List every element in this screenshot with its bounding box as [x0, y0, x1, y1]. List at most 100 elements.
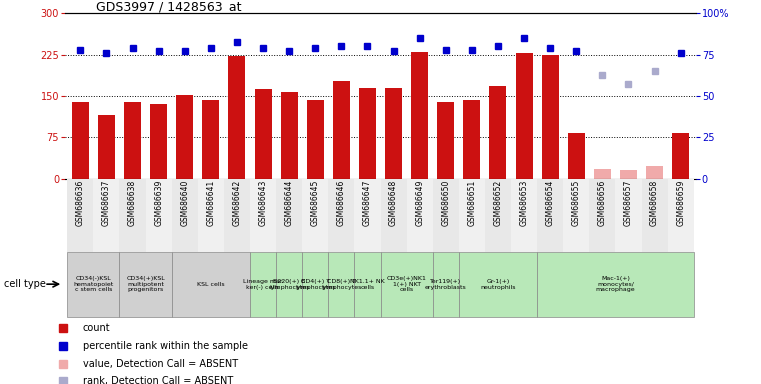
Bar: [124, 101, 141, 179]
Text: Lineage mar
ker(-) cells: Lineage mar ker(-) cells: [244, 279, 283, 290]
Bar: [459, 179, 485, 252]
Bar: [667, 179, 694, 252]
Text: GDS3997 / 1428563_at: GDS3997 / 1428563_at: [96, 0, 242, 13]
Bar: [433, 179, 459, 252]
Bar: [307, 100, 323, 179]
Text: GSM686658: GSM686658: [650, 180, 659, 226]
Bar: [333, 81, 350, 179]
Bar: [616, 179, 642, 252]
Bar: [406, 179, 433, 252]
Bar: [563, 179, 589, 252]
Text: GSM686639: GSM686639: [154, 180, 163, 227]
Bar: [620, 170, 637, 179]
Text: CD3e(+)NK1
1(+) NKT
cells: CD3e(+)NK1 1(+) NKT cells: [387, 276, 426, 293]
Bar: [594, 169, 611, 179]
Text: GSM686638: GSM686638: [128, 180, 137, 226]
Bar: [250, 179, 276, 252]
Bar: [255, 89, 272, 179]
Bar: [463, 100, 480, 179]
Bar: [276, 252, 302, 317]
Bar: [228, 56, 246, 179]
Bar: [542, 55, 559, 179]
Text: GSM686655: GSM686655: [572, 180, 581, 227]
Bar: [328, 179, 355, 252]
Text: CD4(+) T
lymphocytes: CD4(+) T lymphocytes: [295, 279, 336, 290]
Bar: [67, 179, 94, 252]
Bar: [119, 179, 145, 252]
Bar: [172, 179, 198, 252]
Bar: [281, 92, 298, 179]
Text: GSM686656: GSM686656: [598, 180, 607, 227]
Text: GSM686637: GSM686637: [102, 180, 111, 227]
Bar: [515, 53, 533, 179]
Bar: [72, 101, 89, 179]
Bar: [198, 179, 224, 252]
Text: GSM686644: GSM686644: [285, 180, 294, 227]
Text: GSM686651: GSM686651: [467, 180, 476, 226]
Bar: [433, 252, 459, 317]
Bar: [459, 252, 537, 317]
Bar: [94, 179, 119, 252]
Text: rank, Detection Call = ABSENT: rank, Detection Call = ABSENT: [83, 376, 233, 384]
Bar: [511, 179, 537, 252]
Bar: [177, 95, 193, 179]
Bar: [98, 115, 115, 179]
Bar: [150, 104, 167, 179]
Bar: [145, 179, 172, 252]
Text: CD34(-)KSL
hematopoiet
c stem cells: CD34(-)KSL hematopoiet c stem cells: [73, 276, 113, 293]
Text: GSM686653: GSM686653: [520, 180, 529, 227]
Text: count: count: [83, 323, 110, 333]
Bar: [589, 179, 616, 252]
Text: GSM686636: GSM686636: [76, 180, 84, 227]
Bar: [355, 179, 380, 252]
Bar: [489, 86, 506, 179]
Text: NK1.1+ NK
cells: NK1.1+ NK cells: [350, 279, 385, 290]
Bar: [355, 252, 380, 317]
Bar: [438, 101, 454, 179]
Text: GSM686649: GSM686649: [416, 180, 424, 227]
Bar: [537, 252, 694, 317]
Text: B220(+) B
lymphocytes: B220(+) B lymphocytes: [269, 279, 309, 290]
Text: GSM686645: GSM686645: [310, 180, 320, 227]
Text: Mac-1(+)
monocytes/
macrophage: Mac-1(+) monocytes/ macrophage: [596, 276, 635, 293]
Bar: [202, 100, 219, 179]
Bar: [172, 252, 250, 317]
Text: Ter119(+)
erythroblasts: Ter119(+) erythroblasts: [425, 279, 466, 290]
Bar: [67, 252, 119, 317]
Bar: [276, 179, 302, 252]
Bar: [642, 179, 667, 252]
Bar: [328, 252, 355, 317]
Bar: [411, 52, 428, 179]
Text: GSM686642: GSM686642: [232, 180, 241, 226]
Bar: [646, 166, 663, 179]
Text: GSM686659: GSM686659: [677, 180, 685, 227]
Bar: [359, 88, 376, 179]
Text: Gr-1(+)
neutrophils: Gr-1(+) neutrophils: [480, 279, 516, 290]
Bar: [302, 179, 328, 252]
Bar: [380, 179, 406, 252]
Bar: [537, 179, 563, 252]
Bar: [224, 179, 250, 252]
Text: percentile rank within the sample: percentile rank within the sample: [83, 341, 247, 351]
Text: GSM686650: GSM686650: [441, 180, 451, 227]
Text: GSM686641: GSM686641: [206, 180, 215, 226]
Text: CD8(+) T
lymphocytes: CD8(+) T lymphocytes: [321, 279, 361, 290]
Bar: [380, 252, 433, 317]
Text: GSM686657: GSM686657: [624, 180, 633, 227]
Bar: [119, 252, 172, 317]
Bar: [568, 133, 584, 179]
Text: value, Detection Call = ABSENT: value, Detection Call = ABSENT: [83, 359, 237, 369]
Bar: [302, 252, 328, 317]
Text: cell type: cell type: [4, 279, 46, 289]
Text: GSM686640: GSM686640: [180, 180, 189, 227]
Text: GSM686647: GSM686647: [363, 180, 372, 227]
Text: KSL cells: KSL cells: [197, 281, 224, 287]
Text: CD34(+)KSL
multipotent
progenitors: CD34(+)KSL multipotent progenitors: [126, 276, 165, 293]
Text: GSM686646: GSM686646: [337, 180, 345, 227]
Bar: [385, 88, 402, 179]
Text: GSM686643: GSM686643: [259, 180, 268, 227]
Text: GSM686654: GSM686654: [546, 180, 555, 227]
Bar: [672, 133, 689, 179]
Text: GSM686648: GSM686648: [389, 180, 398, 226]
Text: GSM686652: GSM686652: [493, 180, 502, 226]
